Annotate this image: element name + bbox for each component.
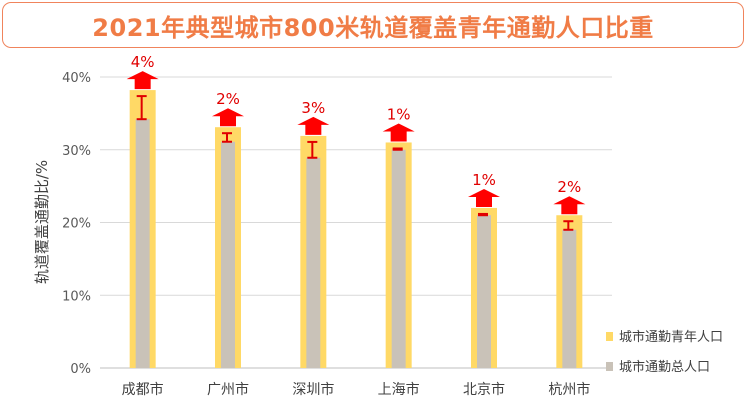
up-arrow-marker [297, 116, 330, 135]
up-arrow-marker [126, 71, 159, 90]
bar-total [135, 119, 150, 368]
x-category-label: 成都市 [122, 381, 164, 398]
difference-label: 4% [131, 53, 155, 71]
bar-total [306, 157, 321, 368]
bar-total [477, 215, 491, 368]
difference-label: 1% [472, 171, 496, 189]
up-arrow-marker [212, 108, 244, 127]
difference-label: 2% [557, 178, 581, 196]
x-category-label: 广州市 [207, 381, 249, 398]
legend-label: 城市通勤青年人口 [619, 329, 723, 345]
difference-label: 1% [387, 105, 411, 123]
legend-swatch [606, 362, 613, 371]
labels: 0% 10% 20% 30% 40% 4% 成都市 2% 广州市 3% 深圳市 1% 上海市 1% 北京市 2… [62, 53, 590, 398]
up-arrow-marker [468, 188, 500, 207]
bar-total [221, 141, 235, 368]
up-arrow-marker [382, 123, 415, 142]
bars [129, 90, 583, 368]
x-category-label: 杭州市 [548, 381, 590, 398]
y-tick-label: 40% [62, 71, 91, 86]
y-tick-label: 20% [62, 217, 91, 232]
x-category-label: 上海市 [378, 381, 420, 398]
legend-swatch [606, 332, 613, 341]
chart-title: 2021年典型城市800米轨道覆盖青年通勤人口比重 [92, 13, 654, 42]
y-tick-label: 30% [62, 144, 91, 159]
y-axis-title: 轨道覆盖通勤比/% [33, 160, 51, 284]
legend-label: 城市通勤总人口 [619, 359, 710, 375]
up-arrow-marker [553, 196, 586, 215]
x-category-label: 深圳市 [292, 381, 334, 398]
x-category-label: 北京市 [463, 381, 505, 398]
bar-total [391, 149, 406, 368]
difference-label: 2% [216, 90, 240, 108]
y-tick-label: 0% [70, 362, 91, 377]
title-box: 2021年典型城市800米轨道覆盖青年通勤人口比重 [2, 2, 744, 48]
y-tick-label: 10% [62, 289, 91, 304]
bar-total [562, 229, 577, 368]
gridlines [100, 76, 612, 369]
difference-label: 3% [301, 99, 325, 117]
difference-markers [126, 71, 586, 231]
